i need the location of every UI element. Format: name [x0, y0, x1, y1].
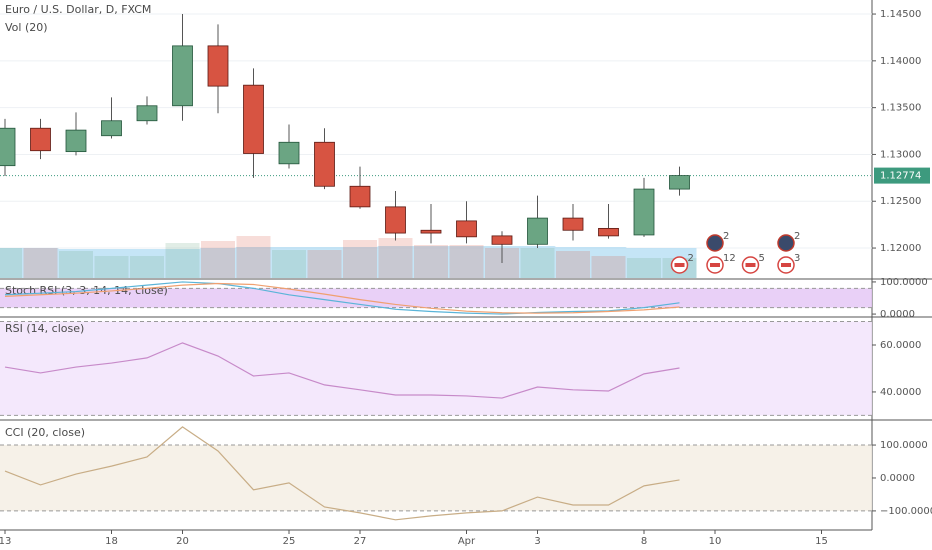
event-stripe [745, 263, 756, 267]
indicator-line [4, 282, 680, 314]
candle-body [207, 45, 229, 87]
event-stripe [674, 263, 685, 267]
candle-body [420, 229, 442, 234]
candle-body [172, 45, 193, 107]
x-tick-label: 13 [0, 536, 11, 547]
band-fill [0, 445, 872, 511]
y-tick-label: 0.0000 [880, 473, 915, 484]
volume-bar [520, 248, 555, 278]
x-tick-label: 15 [815, 536, 828, 547]
event-count: 12 [723, 253, 736, 264]
volume-bar [0, 248, 22, 278]
candle-body [491, 235, 513, 245]
band-fill [0, 288, 872, 308]
event-count: 5 [759, 253, 765, 264]
economic-event: 2 [777, 231, 800, 252]
y-tick-label: 1.13000 [880, 149, 921, 160]
y-tick-label: 40.0000 [880, 387, 921, 398]
volume-bar [130, 256, 164, 278]
volume-bar [449, 245, 484, 278]
earnings-flag: 3 [777, 253, 800, 274]
x-tick-label: 27 [354, 536, 367, 547]
event-count: 2 [723, 231, 729, 242]
volume-bar [59, 251, 93, 278]
y-tick-label: 1.12500 [880, 196, 921, 207]
band-fill [0, 321, 872, 416]
volume-bar [236, 236, 271, 278]
volume-bar [201, 241, 235, 278]
pane-title: RSI (14, close) [5, 322, 84, 335]
volume-bar [343, 240, 377, 278]
volume-bar [307, 250, 342, 278]
volume-bar [23, 248, 58, 278]
event-icon [777, 234, 795, 252]
candle-body [65, 129, 87, 153]
volume-bar [94, 256, 129, 278]
x-tick-label: 3 [534, 536, 540, 547]
x-tick-label: 10 [709, 536, 722, 547]
earnings-flag: 12 [706, 253, 736, 274]
x-tick-label: 25 [283, 536, 296, 547]
y-tick-label: 100.0000 [880, 277, 928, 288]
volume-bar [165, 243, 200, 278]
candle-body [30, 127, 51, 152]
y-tick-label: 100.0000 [880, 440, 928, 451]
candle-body [349, 185, 371, 208]
y-tick-label: 1.12000 [880, 243, 921, 254]
indicator-line [4, 426, 680, 521]
volume-bar [556, 251, 590, 278]
volume-bar [378, 238, 413, 278]
event-stripe [710, 263, 720, 267]
candle-body [314, 141, 335, 187]
volume-ma-area [0, 246, 697, 278]
economic-event: 2 [706, 231, 729, 252]
candle-body [633, 188, 655, 236]
earnings-flag: 2 [670, 253, 694, 274]
volume-bar [272, 250, 306, 278]
event-icon [706, 234, 724, 252]
x-tick-label: Apr [458, 536, 476, 547]
earnings-flag: 5 [741, 253, 765, 274]
candle-body [527, 217, 548, 245]
volume-bar [627, 258, 661, 278]
event-count: 2 [688, 253, 694, 264]
candle-body [0, 127, 16, 167]
candle-body [101, 120, 122, 137]
indicator-line [4, 281, 680, 315]
y-tick-label: 60.0000 [880, 340, 921, 351]
indicator-line [4, 342, 680, 399]
y-tick-label: 1.14500 [880, 9, 921, 20]
candle-body [669, 175, 690, 190]
candle-body [562, 217, 584, 231]
x-tick-label: 8 [641, 536, 647, 547]
candle-body [278, 141, 300, 165]
x-tick-label: 18 [105, 536, 118, 547]
x-tick-label: 20 [176, 536, 189, 547]
candle-body [136, 105, 158, 122]
event-count: 2 [794, 231, 800, 242]
volume-bar [414, 245, 448, 278]
y-tick-label: 0.0000 [880, 309, 915, 320]
volume-bar [591, 256, 626, 278]
y-tick-label: 1.14000 [880, 56, 921, 67]
y-tick-label: −100.0000 [880, 506, 932, 517]
candle-body [243, 84, 264, 154]
last-price-label: 1.12774 [880, 171, 921, 182]
last-price-box [874, 167, 930, 184]
pane-title: Euro / U.S. Dollar, D, FXCM [5, 3, 151, 16]
candle-body [456, 220, 477, 238]
event-count: 3 [794, 253, 800, 264]
pane-title: CCI (20, close) [5, 426, 85, 439]
y-tick-label: 1.13500 [880, 103, 921, 114]
candle-body [385, 206, 406, 234]
candle-body [598, 227, 619, 237]
event-stripe [781, 263, 791, 267]
volume-title: Vol (20) [5, 21, 48, 34]
